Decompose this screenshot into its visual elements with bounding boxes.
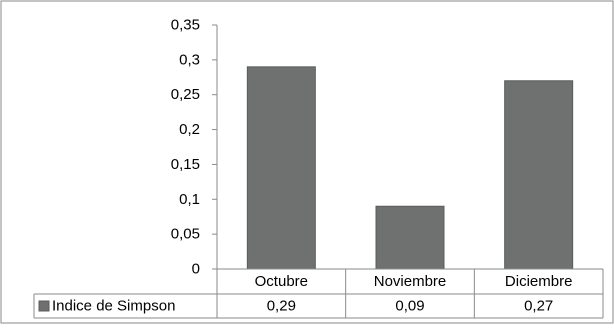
data-value-label: 0,27 [524,298,553,315]
y-tick-label: 0,1 [179,191,200,208]
y-tick-label: 0 [192,261,200,278]
y-tick-label: 0,2 [179,121,200,138]
bar [375,205,445,270]
y-tick-label: 0,25 [171,86,200,103]
x-category-label: Diciembre [505,273,573,290]
bar [504,80,574,270]
y-tick-label: 0,05 [171,226,200,243]
legend-series-name: Indice de Simpson [52,298,175,315]
y-tick-label: 0,35 [171,17,200,34]
data-value-label: 0,09 [395,298,424,315]
x-category-label: Noviembre [374,273,447,290]
x-category-label: Octubre [255,273,308,290]
data-table: Octubre Noviembre Diciembre Indice de Simps… [33,268,604,319]
y-tick-label: 0,15 [171,156,200,173]
y-axis: 0 0,05 0,1 0,15 0,2 0,25 0,3 0,35 [171,17,218,278]
bars [246,66,574,270]
legend-swatch [38,300,50,312]
data-value-label: 0,29 [267,298,296,315]
bar [246,66,316,270]
y-tick-label: 0,3 [179,51,200,68]
